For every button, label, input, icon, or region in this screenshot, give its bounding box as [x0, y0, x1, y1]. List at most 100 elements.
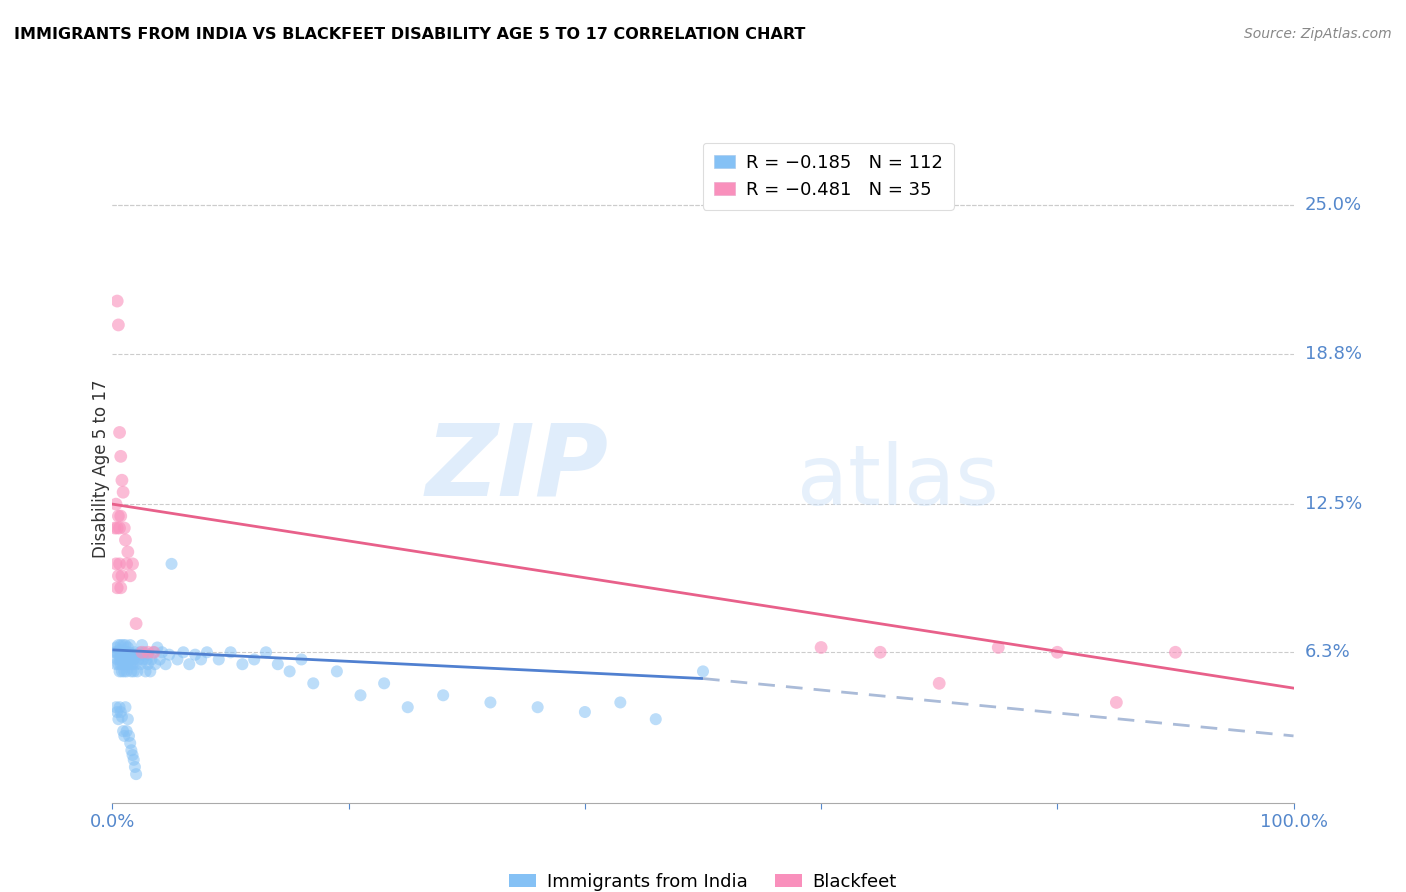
- Point: [114, 533, 136, 547]
- Point: [110, 581, 132, 595]
- Point: [105, 497, 128, 511]
- Point: [112, 724, 135, 739]
- Text: 25.0%: 25.0%: [1305, 196, 1362, 214]
- Point: [120, 657, 142, 672]
- Point: [118, 645, 141, 659]
- Point: [290, 652, 312, 666]
- Point: [136, 657, 159, 672]
- Point: [149, 652, 172, 666]
- Point: [112, 652, 135, 666]
- Point: [172, 645, 194, 659]
- Point: [108, 700, 131, 714]
- Point: [373, 676, 395, 690]
- Point: [107, 509, 129, 524]
- Point: [155, 657, 177, 672]
- Point: [105, 640, 128, 655]
- Point: [107, 648, 129, 662]
- Point: [120, 638, 142, 652]
- Point: [125, 616, 148, 631]
- Point: [107, 712, 129, 726]
- Point: [111, 710, 134, 724]
- Point: [132, 652, 155, 666]
- Point: [108, 665, 131, 679]
- Point: [111, 473, 134, 487]
- Point: [1105, 696, 1128, 710]
- Point: [120, 665, 142, 679]
- Point: [114, 657, 136, 672]
- Point: [302, 676, 325, 690]
- Point: [117, 640, 139, 655]
- Text: ZIP: ZIP: [426, 420, 609, 516]
- Point: [208, 652, 231, 666]
- Point: [644, 712, 666, 726]
- Point: [127, 665, 149, 679]
- Point: [120, 648, 142, 662]
- Point: [231, 657, 253, 672]
- Y-axis label: Disability Age 5 to 17: Disability Age 5 to 17: [93, 379, 110, 558]
- Point: [115, 652, 138, 666]
- Point: [121, 747, 143, 762]
- Point: [526, 700, 548, 714]
- Point: [142, 645, 165, 659]
- Point: [125, 767, 148, 781]
- Point: [574, 705, 596, 719]
- Point: [987, 640, 1010, 655]
- Point: [108, 643, 131, 657]
- Point: [166, 652, 188, 666]
- Point: [136, 648, 159, 662]
- Point: [105, 700, 128, 714]
- Point: [104, 645, 127, 659]
- Point: [135, 652, 157, 666]
- Point: [157, 648, 180, 662]
- Point: [121, 657, 143, 672]
- Point: [134, 645, 156, 659]
- Point: [129, 657, 152, 672]
- Point: [117, 648, 139, 662]
- Point: [928, 676, 950, 690]
- Point: [150, 645, 173, 659]
- Point: [136, 645, 159, 659]
- Point: [142, 645, 165, 659]
- Point: [118, 652, 141, 666]
- Point: [609, 696, 631, 710]
- Point: [267, 657, 290, 672]
- Point: [122, 665, 145, 679]
- Point: [160, 557, 183, 571]
- Text: 6.3%: 6.3%: [1305, 643, 1350, 661]
- Point: [118, 729, 141, 743]
- Point: [105, 581, 128, 595]
- Point: [108, 652, 131, 666]
- Point: [125, 657, 148, 672]
- Point: [810, 640, 832, 655]
- Point: [112, 485, 135, 500]
- Point: [139, 665, 162, 679]
- Text: atlas: atlas: [797, 442, 1000, 522]
- Point: [143, 657, 166, 672]
- Point: [127, 652, 149, 666]
- Point: [179, 657, 201, 672]
- Text: IMMIGRANTS FROM INDIA VS BLACKFEET DISABILITY AGE 5 TO 17 CORRELATION CHART: IMMIGRANTS FROM INDIA VS BLACKFEET DISAB…: [14, 27, 806, 42]
- Point: [122, 652, 145, 666]
- Point: [107, 657, 129, 672]
- Point: [141, 652, 163, 666]
- Point: [111, 569, 134, 583]
- Legend: Immigrants from India, Blackfeet: Immigrants from India, Blackfeet: [502, 865, 904, 892]
- Point: [114, 648, 136, 662]
- Point: [121, 648, 143, 662]
- Point: [128, 645, 150, 659]
- Point: [110, 509, 132, 524]
- Point: [105, 557, 128, 571]
- Point: [326, 665, 349, 679]
- Point: [111, 645, 134, 659]
- Point: [112, 645, 135, 659]
- Text: 18.8%: 18.8%: [1305, 344, 1361, 363]
- Point: [432, 688, 454, 702]
- Point: [107, 638, 129, 652]
- Point: [184, 648, 207, 662]
- Text: 12.5%: 12.5%: [1305, 495, 1362, 513]
- Point: [122, 753, 145, 767]
- Point: [278, 665, 301, 679]
- Point: [124, 760, 146, 774]
- Point: [254, 645, 277, 659]
- Point: [110, 648, 132, 662]
